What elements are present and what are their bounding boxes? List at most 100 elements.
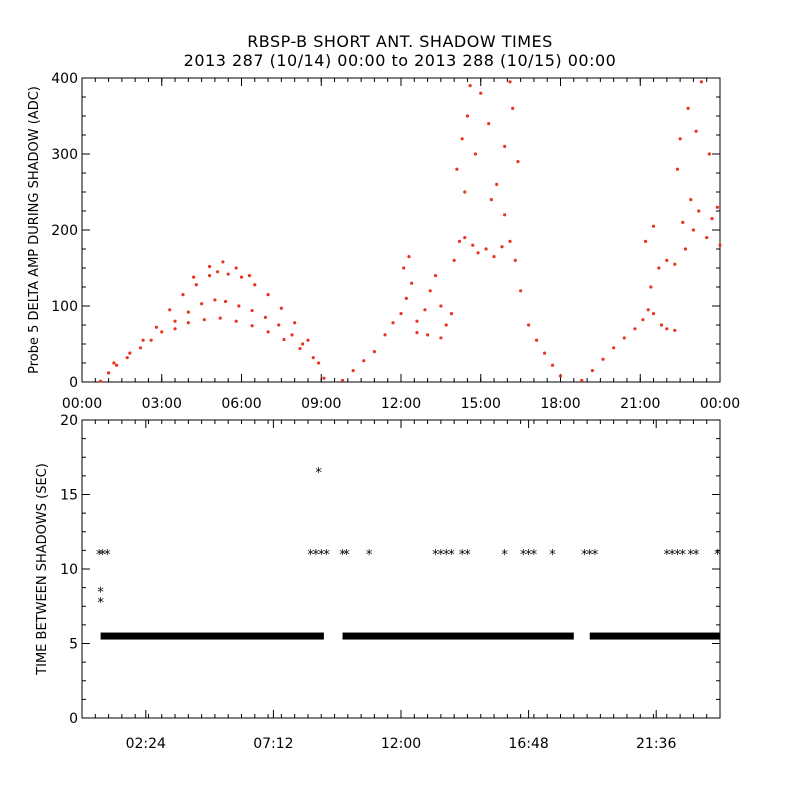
- data-point: *: [313, 548, 320, 563]
- data-point: *: [531, 548, 538, 563]
- y-axis-label: Probe 5 DELTA AMP DURING SHADOW (ADC): [27, 86, 42, 374]
- data-point: [651, 224, 656, 228]
- data-point: [316, 361, 321, 365]
- data-point: [457, 239, 462, 243]
- plot-frame: [81, 419, 721, 719]
- data-point: [223, 299, 228, 304]
- data-point: *: [664, 548, 671, 563]
- data-point: [301, 342, 305, 346]
- data-point: [277, 323, 281, 327]
- data-point: [340, 378, 345, 383]
- chart-subtitle: 2013 287 (10/14) 00:00 to 2013 288 (10/1…: [183, 51, 617, 70]
- data-point: *: [99, 548, 106, 563]
- data-point: [710, 217, 714, 221]
- data-point: *: [438, 548, 445, 563]
- data-point: [149, 338, 153, 342]
- data-point: [114, 363, 119, 367]
- data-point: [678, 137, 682, 141]
- data-point: *: [520, 548, 527, 563]
- data-point: *: [97, 596, 104, 611]
- data-point: [439, 336, 443, 340]
- data-point: [659, 323, 664, 327]
- data-point: [200, 302, 204, 306]
- data-point: [622, 336, 626, 340]
- data-point: [218, 316, 222, 320]
- x-tick-label: 03:00: [142, 396, 182, 412]
- data-point: *: [680, 548, 687, 563]
- data-point: [519, 289, 523, 293]
- x-tick-label: 15:00: [461, 396, 501, 412]
- data-point: [643, 239, 648, 243]
- data-point: [141, 338, 145, 342]
- data-point: *: [448, 548, 455, 563]
- data-point: [689, 198, 693, 202]
- data-point: [489, 198, 493, 202]
- data-point: [665, 258, 669, 262]
- y-axis-label: TIME BETWEEN SHADOWS (SEC): [35, 463, 50, 676]
- data-point: *: [714, 548, 721, 563]
- baseline-segment: [589, 632, 720, 640]
- data-point: *: [307, 548, 314, 563]
- data-point: [215, 270, 220, 274]
- data-point: [168, 308, 172, 312]
- data-point: [383, 333, 387, 337]
- bottom-panel: 0 5 10 15 20 02:24 07:12 12:00 16:48 21:36 TIME BE…: [35, 413, 721, 752]
- data-point: [425, 333, 430, 337]
- data-point: [590, 369, 595, 373]
- data-point: [463, 190, 467, 194]
- data-point: [473, 152, 478, 156]
- data-point: [463, 236, 467, 240]
- data-point: [580, 378, 584, 383]
- x-tick-label: 12:00: [381, 736, 421, 752]
- data-point: *: [592, 548, 599, 563]
- data-point: [423, 308, 427, 312]
- y-tick-label: 20: [60, 413, 78, 429]
- data-point: [234, 266, 238, 270]
- baseline-segment: [100, 632, 324, 640]
- data-point: *: [693, 548, 700, 563]
- data-point: [673, 262, 677, 266]
- data-point: [128, 351, 132, 355]
- data-point: [479, 91, 483, 95]
- data-point: *: [669, 548, 676, 563]
- data-point: [686, 106, 690, 110]
- data-point: [415, 319, 419, 323]
- data-point: [715, 205, 719, 209]
- data-point: [239, 275, 244, 279]
- data-point: [673, 328, 677, 332]
- data-point: [125, 356, 129, 360]
- x-tick-label: 18:00: [540, 396, 580, 412]
- data-point: [410, 281, 414, 285]
- top-panel: 0 100 200 300 400 00:00 03:00 06:00 09:00 12:00 15…: [27, 71, 740, 412]
- data-point: [542, 351, 547, 355]
- data-point: [683, 247, 688, 251]
- data-point: [106, 371, 111, 375]
- data-point: [415, 331, 419, 335]
- data-point: [186, 310, 190, 314]
- data-point: [112, 361, 116, 365]
- data-point: *: [581, 548, 588, 563]
- data-point: [601, 357, 605, 361]
- data-point: [468, 84, 472, 88]
- data-point: *: [96, 548, 103, 563]
- data-point: *: [339, 548, 346, 563]
- data-point: [516, 160, 520, 164]
- data-point: [247, 274, 252, 278]
- data-point: [322, 376, 326, 380]
- data-point: [99, 379, 103, 383]
- data-point: [449, 312, 454, 316]
- x-tick-label: 07:12: [253, 736, 293, 752]
- data-point: *: [97, 585, 104, 600]
- data-point: [399, 312, 403, 316]
- y-tick-label: 100: [51, 299, 78, 315]
- data-point: [221, 260, 225, 264]
- data-point: [311, 356, 315, 360]
- data-point: [266, 293, 270, 297]
- data-point: [527, 323, 531, 327]
- data-point: *: [464, 548, 471, 563]
- y-tick-label: 300: [51, 147, 78, 163]
- data-point: *: [323, 548, 330, 563]
- data-point: [513, 258, 517, 262]
- data-point: *: [688, 548, 695, 563]
- data-point: *: [501, 548, 508, 563]
